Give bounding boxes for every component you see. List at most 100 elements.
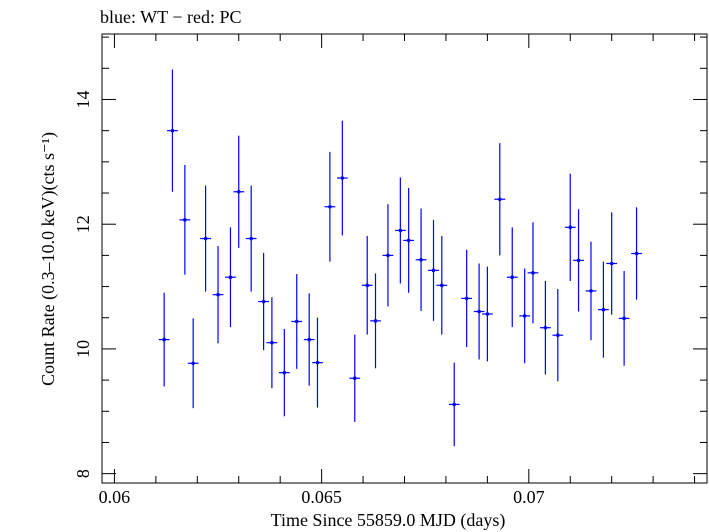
data-point (606, 212, 618, 315)
data-point (585, 241, 597, 341)
data-point (382, 204, 394, 307)
data-point (324, 151, 336, 262)
data-point (448, 362, 460, 447)
data-point (631, 207, 642, 300)
point-marker (236, 189, 241, 194)
point-marker (398, 228, 403, 233)
data-point (312, 317, 323, 408)
data-point (167, 69, 178, 192)
point-marker (249, 236, 253, 241)
point-marker (183, 218, 187, 222)
point-marker (498, 197, 502, 202)
data-point (187, 318, 199, 409)
point-marker (485, 312, 490, 316)
x-axis-ticks: 0.06 0.065 0.07 (99, 34, 696, 507)
point-marker (477, 309, 481, 314)
y-tick-label: 8 (73, 469, 93, 478)
point-marker (531, 271, 535, 275)
x-tick-label: 0.06 (99, 487, 131, 507)
data-point (370, 273, 381, 369)
data-point (540, 280, 551, 375)
point-marker (162, 337, 166, 342)
data-point (336, 120, 348, 236)
x-axis-title: Time Since 55859.0 MJD (days) (271, 510, 506, 531)
point-marker (622, 316, 626, 321)
y-axis-ticks: 8 10 12 14 (73, 36, 707, 478)
data-point (461, 249, 473, 348)
point-marker (589, 289, 593, 293)
data-point (552, 289, 564, 382)
data-point (415, 208, 427, 311)
point-marker (576, 258, 581, 263)
point-marker (261, 299, 266, 304)
data-point (481, 266, 493, 362)
y-tick-label: 10 (73, 340, 93, 358)
data-point (473, 263, 485, 360)
point-marker (282, 370, 287, 375)
data-points (158, 69, 642, 447)
point-marker (556, 333, 560, 338)
y-tick-label: 14 (73, 90, 93, 108)
point-marker (191, 361, 195, 366)
point-marker (568, 225, 573, 230)
data-point (200, 185, 211, 292)
point-marker (315, 360, 320, 365)
point-marker (352, 376, 357, 381)
point-marker (328, 204, 332, 209)
point-marker (340, 176, 345, 180)
data-point (519, 268, 531, 364)
point-marker (464, 296, 469, 301)
point-marker (365, 283, 370, 288)
data-point (618, 270, 630, 366)
point-marker (522, 314, 527, 318)
point-marker (216, 292, 220, 297)
data-point (403, 188, 415, 293)
x-tick-label: 0.07 (513, 487, 545, 507)
point-marker (270, 340, 274, 345)
point-marker (386, 253, 390, 258)
data-point (303, 293, 315, 386)
data-point (266, 297, 278, 389)
point-marker (170, 128, 175, 133)
data-point (291, 274, 303, 369)
data-point (506, 227, 518, 328)
data-point (361, 236, 373, 335)
y-axis-title: Count Rate (0.3–10.0 keV)(cts s⁻¹) (38, 132, 59, 386)
data-point (436, 236, 448, 335)
data-point (428, 219, 439, 321)
data-point (278, 328, 290, 417)
point-marker (419, 257, 423, 262)
data-point (158, 292, 170, 387)
point-marker (373, 319, 378, 323)
point-marker (228, 275, 233, 280)
data-point (564, 173, 576, 281)
point-marker (543, 325, 548, 330)
point-marker (203, 236, 208, 241)
point-marker (452, 402, 457, 407)
data-point (349, 334, 361, 422)
data-point (573, 209, 584, 312)
data-point (527, 222, 539, 324)
point-marker (307, 337, 311, 342)
data-point (258, 252, 269, 351)
data-point (233, 135, 245, 248)
data-point (225, 227, 236, 328)
data-point (598, 261, 609, 358)
point-marker (431, 268, 436, 273)
point-marker (294, 319, 299, 324)
x-tick-label: 0.065 (301, 487, 342, 507)
data-point (212, 246, 224, 344)
data-point (494, 143, 506, 256)
y-tick-label: 12 (73, 215, 93, 233)
data-point (245, 185, 257, 292)
point-marker (510, 275, 515, 280)
point-marker (634, 251, 639, 256)
point-marker (439, 283, 444, 288)
point-marker (406, 238, 411, 243)
chart-title: blue: WT − red: PC (100, 7, 241, 27)
plot-frame (101, 33, 708, 484)
point-marker (601, 307, 606, 312)
data-point (394, 177, 406, 284)
point-marker (609, 261, 614, 266)
